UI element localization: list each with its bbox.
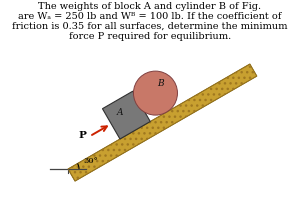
Polygon shape <box>68 64 257 181</box>
Text: are Wₐ = 250 lb and Wᴮ = 100 lb. If the coefficient of: are Wₐ = 250 lb and Wᴮ = 100 lb. If the … <box>18 12 282 21</box>
Text: friction is 0.35 for all surfaces, determine the minimum: friction is 0.35 for all surfaces, deter… <box>12 22 288 31</box>
Text: The weights of block A and cylinder B of Fig.: The weights of block A and cylinder B of… <box>39 2 262 11</box>
Polygon shape <box>102 91 150 139</box>
Text: B: B <box>157 79 164 88</box>
Text: P: P <box>79 131 87 140</box>
Text: A: A <box>117 108 124 117</box>
Circle shape <box>133 71 178 115</box>
Text: 30°: 30° <box>83 157 98 165</box>
Text: force P required for equilibrium.: force P required for equilibrium. <box>69 32 231 41</box>
